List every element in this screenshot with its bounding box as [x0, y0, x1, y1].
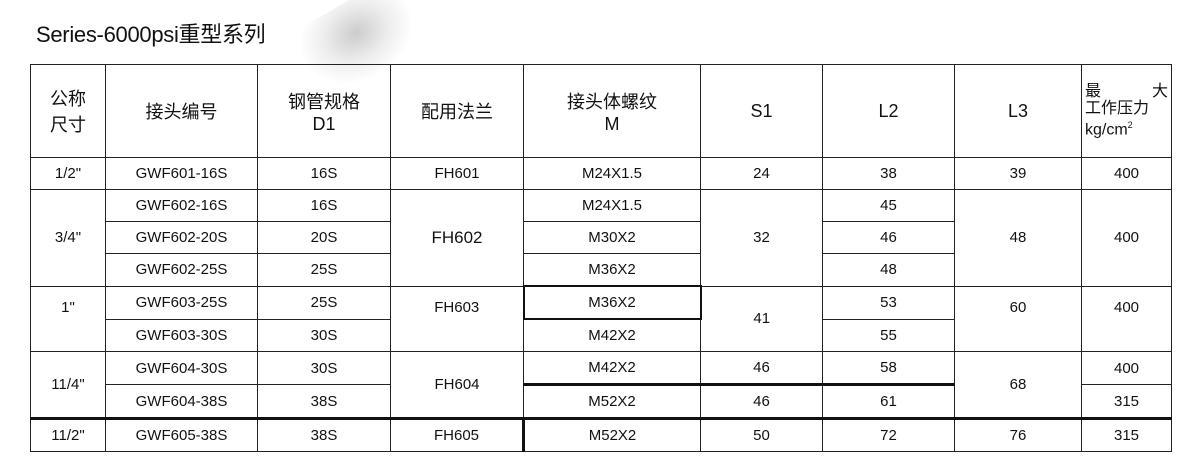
header-l2: L2: [822, 64, 955, 158]
spec-table: 公称 尺寸 接头编号 钢管规格 D1 配用法兰 接头体螺纹 M S1 L2 L3 最大…: [30, 64, 1172, 452]
table-row: 3/4" GWF602-16S 16S FH602 M24X1.5 32 45 …: [30, 189, 1172, 287]
cell-flange: FH601: [390, 157, 524, 190]
table-row: 1/2" GWF601-16S 16S FH601 M24X1.5 24 38 …: [30, 157, 1172, 190]
table-row: GWF602-25S 25S M36X2 48: [31, 253, 1172, 287]
cell-pressure: 400: [1081, 285, 1172, 352]
cell-l3: 39: [954, 157, 1082, 190]
cell-s1: 46: [700, 384, 823, 419]
page-title: Series-6000psi重型系列: [36, 22, 266, 47]
cell-pressure: 400: [1081, 351, 1172, 385]
table-row: 11/2" GWF605-38S 38S FH605 M52X2 50 72 7…: [30, 418, 1172, 452]
cell-code: GWF601-16S: [105, 157, 258, 190]
header-code: 接头编号: [105, 64, 258, 158]
cell-pipe: 30S: [257, 318, 391, 352]
cell-thread: M52X2: [522, 418, 701, 452]
cell-flange: FH602: [390, 189, 524, 287]
cell-thread: M42X2: [523, 318, 701, 352]
cell-s1: 32: [700, 189, 823, 287]
cell-l3: 68: [954, 351, 1082, 419]
cell-l2: 58: [822, 351, 955, 386]
cell-size: 1/2": [30, 157, 106, 190]
table-row: GWF602-20S 20S M30X2 46: [31, 221, 1172, 254]
cell-pressure: 400: [1081, 157, 1172, 190]
cell-flange: FH604: [390, 351, 524, 419]
header-s1: S1: [700, 64, 823, 158]
cell-code: GWF603-30S: [105, 318, 258, 352]
cell-code: GWF602-25S: [105, 253, 258, 287]
cell-l2: 45: [822, 189, 955, 222]
cell-pipe: 16S: [257, 189, 391, 222]
cell-code: GWF605-38S: [105, 418, 258, 452]
cell-l2: 46: [822, 221, 955, 254]
cell-thread: M36X2: [522, 285, 702, 320]
cell-code: GWF604-30S: [105, 351, 258, 385]
cell-code: GWF602-16S: [105, 189, 258, 222]
cell-l2: 55: [822, 318, 955, 352]
cell-pressure: 400: [1081, 189, 1172, 287]
cell-flange: FH605: [390, 418, 524, 452]
cell-thread: M24X1.5: [523, 157, 701, 190]
header-row: 公称 尺寸 接头编号 钢管规格 D1 配用法兰 接头体螺纹 M S1 L2 L3 最大…: [30, 64, 1172, 158]
cell-thread: M42X2: [523, 351, 701, 386]
cell-s1: 46: [700, 351, 823, 386]
cell-s1: 24: [700, 157, 823, 190]
table-row: 11/4" GWF604-30S 30S FH604 M42X2 46 58 6…: [30, 351, 1172, 419]
table-row: GWF604-38S 38S M52X2 46 61 315: [31, 384, 1172, 419]
cell-pipe: 38S: [257, 418, 391, 452]
cell-code: GWF602-20S: [105, 221, 258, 254]
cell-l3: 60: [954, 285, 1082, 352]
cell-l3: 76: [954, 418, 1082, 452]
cell-l2: 72: [822, 418, 955, 452]
cell-l2: 48: [822, 253, 955, 287]
cell-pressure: 315: [1081, 418, 1172, 452]
cell-thread: M30X2: [523, 221, 701, 254]
header-pipe: 钢管规格 D1: [257, 64, 391, 158]
header-flange: 配用法兰: [390, 64, 524, 158]
cell-pipe: 20S: [257, 221, 391, 254]
cell-l3: 48: [954, 189, 1082, 287]
cell-code: GWF603-25S: [105, 285, 258, 320]
cell-thread: M36X2: [523, 253, 701, 287]
cell-size: 11/4": [30, 351, 106, 419]
cell-size: 11/2": [30, 418, 106, 452]
header-l3: L3: [954, 64, 1082, 158]
cell-size: 3/4": [30, 189, 106, 287]
cell-code: GWF604-38S: [105, 384, 258, 419]
cell-size: 1": [30, 285, 106, 352]
cell-pipe: 25S: [257, 285, 391, 320]
cell-l2: 61: [822, 384, 955, 419]
cell-thread: M52X2: [523, 384, 701, 419]
cell-pipe: 38S: [257, 384, 391, 419]
header-pressure: 最大 工作压力 kg/cm2: [1081, 64, 1172, 158]
cell-pipe: 30S: [257, 351, 391, 385]
cell-flange: FH603: [390, 285, 524, 352]
cell-pressure: 315: [1081, 384, 1172, 419]
cell-l2: 53: [822, 285, 955, 320]
cell-l2: 38: [822, 157, 955, 190]
header-size: 公称 尺寸: [30, 64, 106, 158]
table-row: 1" GWF603-25S 25S FH603 M36X2 41 53 60 4…: [30, 285, 1172, 352]
header-thread: 接头体螺纹 M: [523, 64, 701, 158]
cell-thread: M24X1.5: [523, 189, 701, 222]
cell-pipe: 16S: [257, 157, 391, 190]
table-row: GWF603-30S 30S M42X2 55: [31, 318, 1172, 352]
cell-s1: 41: [700, 285, 823, 352]
cell-pipe: 25S: [257, 253, 391, 287]
cell-s1: 50: [700, 418, 823, 452]
